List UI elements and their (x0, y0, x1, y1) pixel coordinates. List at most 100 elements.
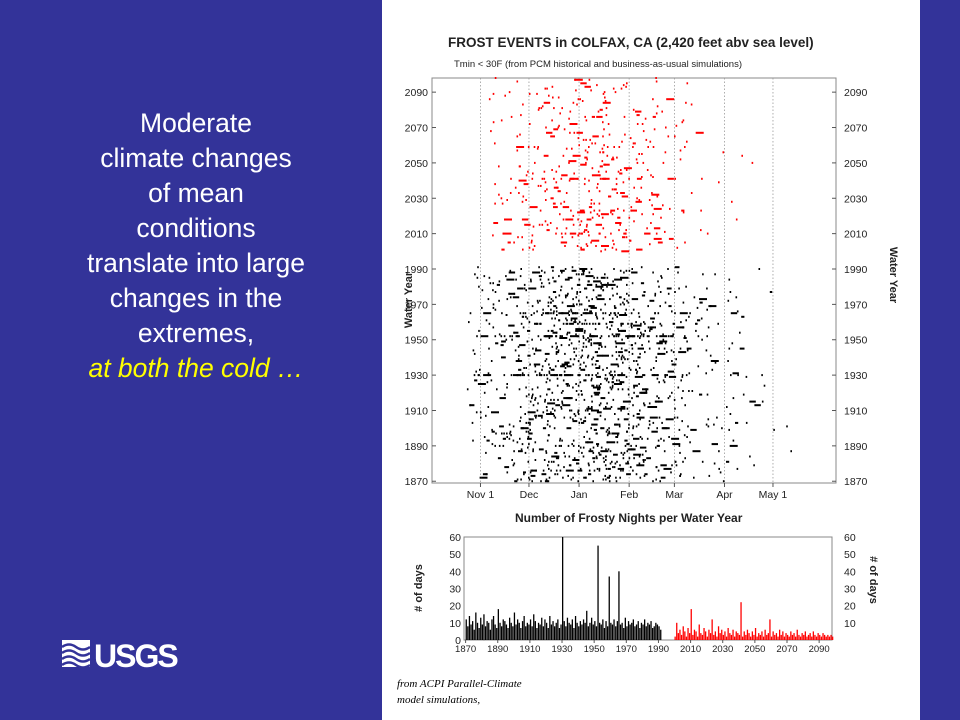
frost-event-point (562, 206, 570, 209)
frost-event-point (528, 287, 537, 290)
frost-event-point (716, 416, 718, 419)
frost-event-point (596, 411, 602, 414)
frost-event-point (654, 294, 656, 297)
frost-event-point (560, 344, 563, 347)
frost-event-point (625, 308, 627, 311)
frosty-night-bar (787, 634, 789, 640)
frost-event-point (643, 321, 645, 324)
frost-event-point (667, 268, 669, 270)
frost-event-point (650, 174, 652, 177)
frost-event-point (650, 222, 652, 224)
frost-event-point (612, 381, 615, 384)
frost-event-point (520, 416, 522, 419)
frosty-night-bar (685, 636, 688, 640)
frost-event-point (690, 192, 693, 194)
frost-event-point (528, 476, 530, 479)
frost-event-point (487, 372, 490, 375)
frost-event-point (610, 363, 619, 366)
frost-event-point (554, 317, 556, 320)
frost-event-point (609, 298, 611, 301)
frost-event-point (631, 282, 634, 285)
frost-event-point (503, 232, 510, 235)
frosty-night-bar (680, 634, 683, 640)
frost-event-point (608, 427, 610, 430)
frost-event-point (583, 476, 587, 479)
frost-event-point (602, 317, 605, 320)
frost-event-point (550, 411, 552, 414)
frost-event-point (576, 131, 583, 134)
frost-event-point (535, 349, 537, 352)
frost-event-point (607, 283, 616, 286)
frost-event-point (586, 308, 588, 311)
frost-event-point (595, 285, 604, 288)
frost-event-point (595, 374, 597, 377)
frost-event-point (595, 367, 601, 369)
frost-event-point (773, 428, 775, 431)
frost-event-point (584, 287, 588, 290)
frost-event-point (469, 404, 475, 407)
frost-event-point (625, 462, 629, 465)
frosty-night-bar (492, 616, 495, 640)
frost-event-point (525, 174, 528, 177)
frost-event-point (528, 478, 531, 481)
frost-event-point (634, 375, 643, 378)
frost-event-point (583, 248, 585, 251)
frost-event-point (553, 374, 556, 377)
frost-event-point (577, 384, 580, 387)
frost-event-point (697, 365, 700, 368)
frost-event-point (624, 133, 626, 136)
frost-event-point (620, 169, 622, 171)
frosty-night-bar (655, 622, 657, 640)
frost-event-point (545, 199, 547, 201)
frost-event-point (481, 335, 489, 338)
frost-event-point (562, 322, 565, 325)
frost-event-point (728, 278, 731, 281)
frost-event-point (558, 319, 561, 322)
frost-event-point (660, 476, 666, 479)
frost-event-point (645, 450, 647, 453)
frost-event-point (540, 184, 542, 187)
frost-event-point (549, 367, 551, 369)
frosty-night-bar (512, 626, 514, 640)
frost-event-point (658, 285, 660, 288)
frost-event-point (626, 473, 631, 476)
frost-event-point (577, 409, 580, 412)
frost-event-point (625, 169, 628, 171)
frosty-night-bar (587, 626, 589, 640)
frost-event-point (591, 216, 594, 219)
frost-event-point (589, 138, 591, 141)
frost-event-point (554, 365, 557, 368)
y-tick-label: 2070 (405, 123, 429, 135)
frost-event-point (695, 329, 697, 332)
frost-event-point (735, 421, 739, 424)
frost-event-point (546, 423, 549, 426)
frosty-night-bar (607, 626, 609, 640)
frosty-night-bar (589, 622, 591, 640)
chart-subtitle: Tmin < 30F (from PCM historical and busi… (454, 59, 742, 70)
frost-event-point (494, 202, 496, 205)
frost-event-point (603, 163, 610, 166)
frost-event-point (571, 374, 574, 377)
frost-event-point (588, 464, 590, 467)
frost-event-point (535, 414, 538, 417)
frost-event-point (620, 374, 623, 377)
frost-event-point (741, 154, 743, 157)
frost-event-point (600, 427, 602, 430)
frost-event-point (494, 444, 496, 447)
frosty-night-bar (557, 619, 559, 640)
frost-event-point (587, 409, 589, 412)
frosty-night-bar (639, 628, 641, 640)
frosty-night-bar (796, 629, 798, 640)
frost-event-point (649, 299, 655, 302)
frost-event-point (623, 115, 626, 118)
frosty-night-bar (497, 609, 499, 640)
frost-event-point (583, 322, 586, 325)
frosty-night-bar (470, 624, 472, 640)
frost-event-point (497, 457, 502, 460)
frost-event-point (598, 232, 601, 235)
frost-event-point (618, 229, 620, 232)
frost-event-point (658, 381, 660, 384)
frost-event-point (568, 384, 570, 387)
frost-event-point (553, 107, 555, 110)
frost-event-point (616, 436, 619, 438)
